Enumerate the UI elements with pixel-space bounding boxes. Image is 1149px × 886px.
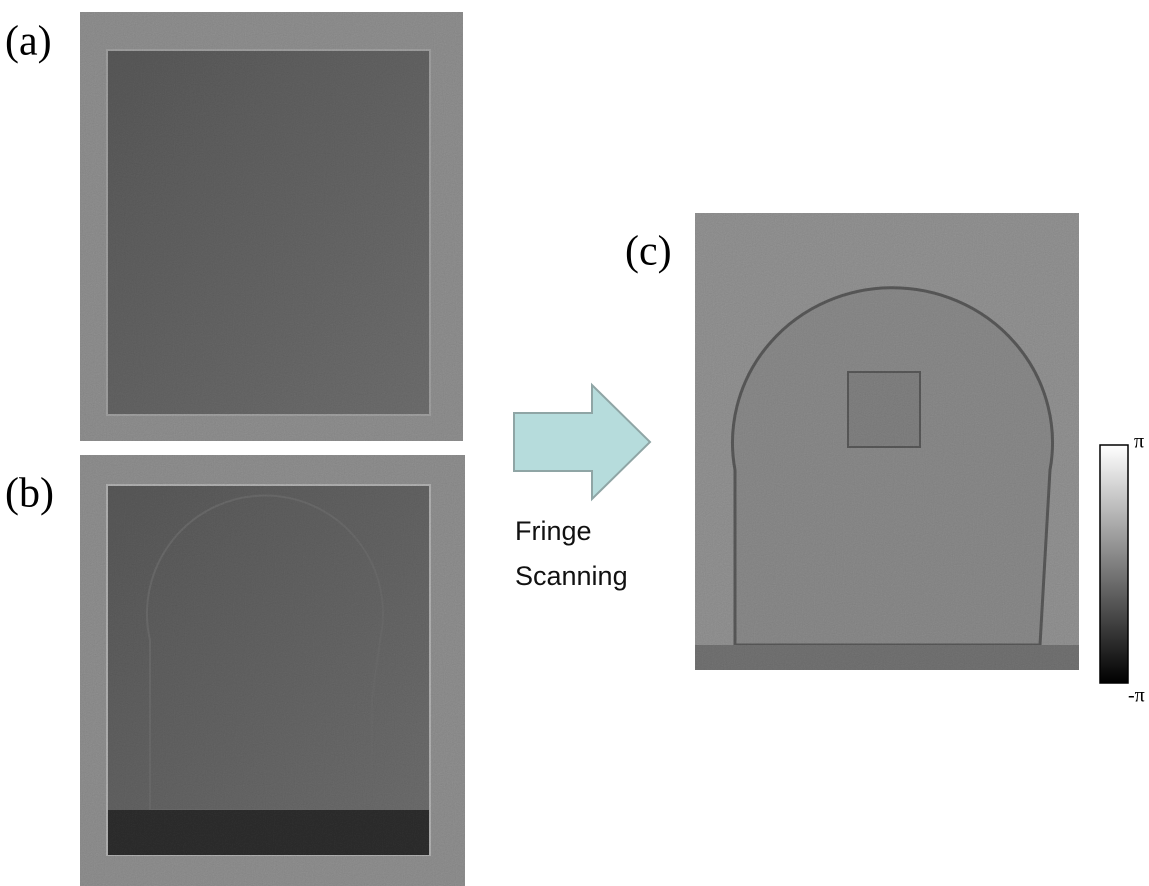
colorbar-max-label: π xyxy=(1134,431,1144,453)
arrow xyxy=(514,385,650,499)
panel-a-image xyxy=(80,12,463,441)
figure: (a) (b) (c) Fringe Scanning π -π xyxy=(0,0,1149,886)
colorbar-min-label: -π xyxy=(1128,685,1145,707)
panel-label: (c) xyxy=(625,229,672,275)
panel-label: (a) xyxy=(5,19,52,65)
panel-c-image xyxy=(695,213,1079,670)
arrow-label: Fringe xyxy=(515,516,592,546)
panel-b-image xyxy=(80,455,465,886)
colorbar xyxy=(1100,445,1128,683)
arrow-label: Scanning xyxy=(515,561,628,591)
panel-label: (b) xyxy=(5,471,54,517)
